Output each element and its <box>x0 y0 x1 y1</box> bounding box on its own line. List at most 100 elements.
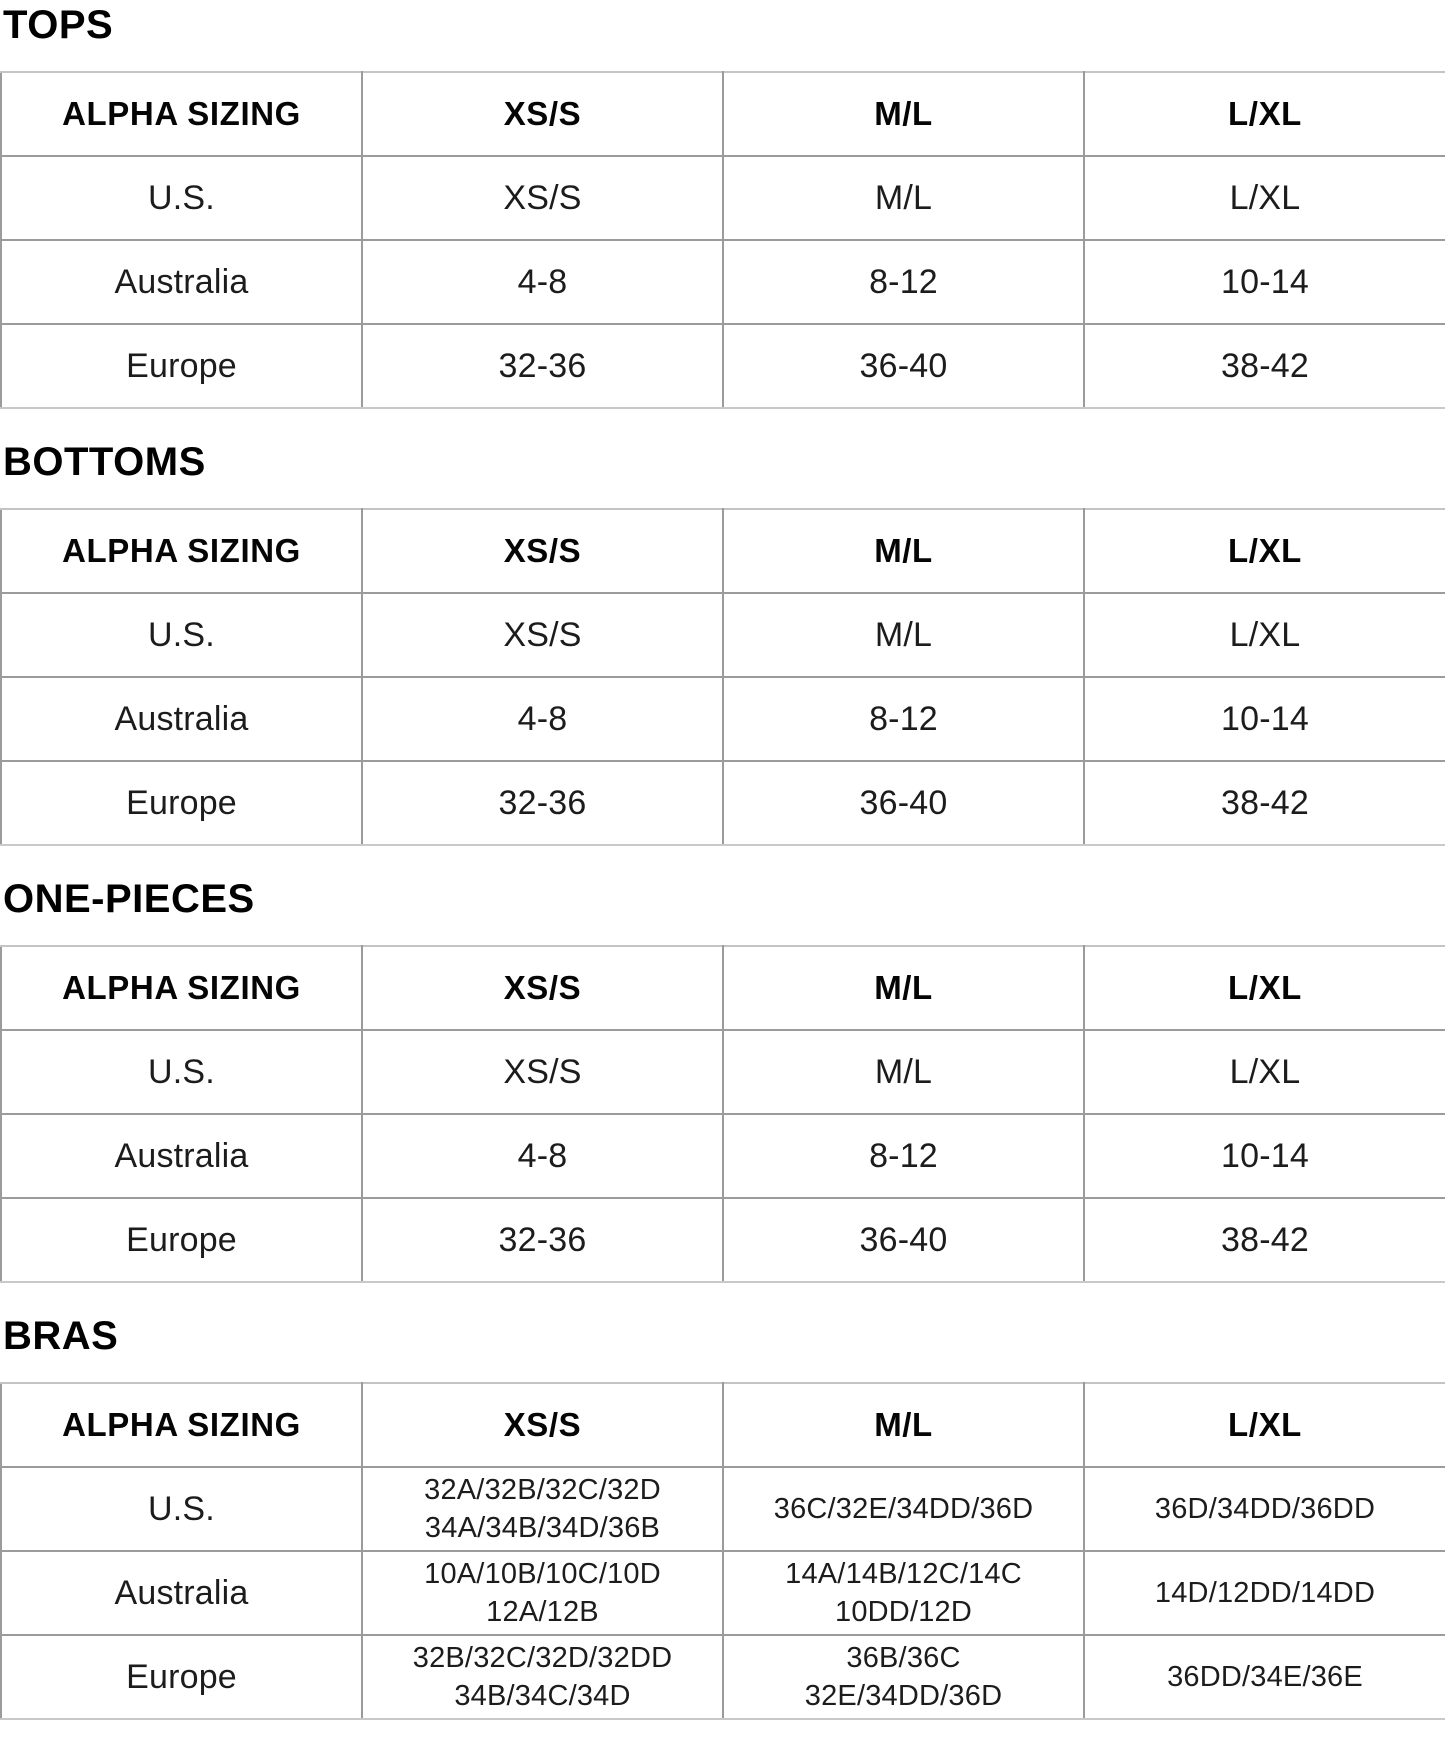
table-row: Europe 32B/32C/32D/32DD 34B/34C/34D 36B/36C… <box>0 1634 1445 1720</box>
size-cell: L/XL <box>1083 592 1445 678</box>
size-value: 34B/34C/34D <box>454 1680 631 1712</box>
size-value: 38-42 <box>1221 346 1309 385</box>
size-cell: L/XL <box>1083 1029 1445 1115</box>
column-header: XS/S <box>361 1382 724 1468</box>
row-label: U.S. <box>0 592 363 678</box>
size-value: 10-14 <box>1221 262 1309 301</box>
size-value: 32-36 <box>498 1220 587 1259</box>
size-cell: 32-36 <box>361 760 724 846</box>
size-cell: 4-8 <box>361 239 724 325</box>
size-cell: 36D/34DD/36DD <box>1083 1466 1445 1552</box>
section-bras: BRAS ALPHA SIZING XS/S M/L L/XL U.S. 32A/32B/3… <box>0 1313 1445 1720</box>
size-cell: M/L <box>722 592 1085 678</box>
size-value: 32B/32C/32D/32DD <box>412 1642 673 1674</box>
size-value: XS/S <box>503 1052 582 1091</box>
size-value: 36C/32E/34DD/36D <box>773 1493 1034 1525</box>
size-cell: 36DD/34E/36E <box>1083 1634 1445 1720</box>
table-row: Europe 32-36 36-40 38-42 <box>0 323 1445 409</box>
size-value: L/XL <box>1229 615 1301 654</box>
column-header: L/XL <box>1083 508 1445 594</box>
size-cell: 10-14 <box>1083 239 1445 325</box>
size-cell: 38-42 <box>1083 760 1445 846</box>
row-label: Europe <box>0 760 363 846</box>
row-label: Europe <box>0 1197 363 1283</box>
size-value: 12A/12B <box>486 1596 599 1628</box>
size-value: L/XL <box>1229 178 1301 217</box>
size-value: XS/S <box>503 178 582 217</box>
column-header: XS/S <box>361 71 724 157</box>
table-row: Europe 32-36 36-40 38-42 <box>0 1197 1445 1283</box>
size-cell: 32-36 <box>361 1197 724 1283</box>
size-cell: 38-42 <box>1083 1197 1445 1283</box>
size-value: XS/S <box>503 615 582 654</box>
column-header: M/L <box>722 508 1085 594</box>
column-header: M/L <box>722 1382 1085 1468</box>
size-cell: M/L <box>722 1029 1085 1115</box>
size-value: 32-36 <box>498 346 587 385</box>
size-cell: XS/S <box>361 592 724 678</box>
table-row: U.S. XS/S M/L L/XL <box>0 155 1445 241</box>
size-value: 36-40 <box>859 783 948 822</box>
header-row: ALPHA SIZING XS/S M/L L/XL <box>0 71 1445 157</box>
size-cell: 10-14 <box>1083 1113 1445 1199</box>
size-value: M/L <box>874 1052 933 1091</box>
size-value: 4-8 <box>517 699 568 738</box>
column-header: L/XL <box>1083 71 1445 157</box>
size-value: 4-8 <box>517 262 568 301</box>
column-header-alpha-sizing: ALPHA SIZING <box>0 71 363 157</box>
size-table-tops: ALPHA SIZING XS/S M/L L/XL U.S. XS/S M/L L/XL Au… <box>0 71 1445 409</box>
table-row: Australia 4-8 8-12 10-14 <box>0 239 1445 325</box>
size-value: 36DD/34E/36E <box>1167 1661 1363 1693</box>
size-cell: 36B/36C 32E/34DD/36D <box>722 1634 1085 1720</box>
row-label: U.S. <box>0 155 363 241</box>
section-tops: TOPS ALPHA SIZING XS/S M/L L/XL U.S. XS/S M/L L/… <box>0 2 1445 409</box>
size-cell: 14D/12DD/14DD <box>1083 1550 1445 1636</box>
size-value: 8-12 <box>869 262 938 301</box>
size-table-bottoms: ALPHA SIZING XS/S M/L L/XL U.S. XS/S M/L L/XL Au… <box>0 508 1445 846</box>
row-label: Australia <box>0 1113 363 1199</box>
size-value: 14D/12DD/14DD <box>1154 1577 1376 1609</box>
size-cell: L/XL <box>1083 155 1445 241</box>
column-header: L/XL <box>1083 1382 1445 1468</box>
column-header: XS/S <box>361 945 724 1031</box>
table-row: Australia 4-8 8-12 10-14 <box>0 676 1445 762</box>
column-header: M/L <box>722 71 1085 157</box>
size-cell: XS/S <box>361 155 724 241</box>
size-value: 38-42 <box>1221 783 1309 822</box>
table-row: Australia 10A/10B/10C/10D 12A/12B 14A/14B/1… <box>0 1550 1445 1636</box>
table-row: U.S. XS/S M/L L/XL <box>0 1029 1445 1115</box>
size-value: 14A/14B/12C/14C <box>785 1558 1022 1590</box>
row-label: U.S. <box>0 1466 363 1552</box>
size-cell: 32B/32C/32D/32DD 34B/34C/34D <box>361 1634 724 1720</box>
size-value: 36D/34DD/36DD <box>1154 1493 1376 1525</box>
size-cell: XS/S <box>361 1029 724 1115</box>
header-row: ALPHA SIZING XS/S M/L L/XL <box>0 508 1445 594</box>
row-label: Australia <box>0 239 363 325</box>
size-cell: 8-12 <box>722 1113 1085 1199</box>
size-cell: 38-42 <box>1083 323 1445 409</box>
table-row: U.S. XS/S M/L L/XL <box>0 592 1445 678</box>
table-row: U.S. 32A/32B/32C/32D 34A/34B/34D/36B 36C/32… <box>0 1466 1445 1552</box>
size-cell: 36-40 <box>722 1197 1085 1283</box>
size-cell: 32A/32B/32C/32D 34A/34B/34D/36B <box>361 1466 724 1552</box>
size-value: 10A/10B/10C/10D <box>424 1558 661 1590</box>
size-value: M/L <box>874 178 933 217</box>
header-row: ALPHA SIZING XS/S M/L L/XL <box>0 945 1445 1031</box>
size-value: L/XL <box>1229 1052 1301 1091</box>
size-value: 32E/34DD/36D <box>804 1680 1003 1712</box>
section-title-one-pieces: ONE-PIECES <box>3 877 255 921</box>
size-cell: 4-8 <box>361 1113 724 1199</box>
column-header-alpha-sizing: ALPHA SIZING <box>0 508 363 594</box>
row-label: Europe <box>0 1634 363 1720</box>
column-header-alpha-sizing: ALPHA SIZING <box>0 1382 363 1468</box>
size-value: M/L <box>874 615 933 654</box>
size-value: 34A/34B/34D/36B <box>424 1512 661 1544</box>
column-header: L/XL <box>1083 945 1445 1031</box>
size-value: 32A/32B/32C/32D <box>424 1474 661 1506</box>
size-value: 10-14 <box>1221 699 1309 738</box>
size-value: 10DD/12D <box>835 1596 972 1628</box>
size-cell: 14A/14B/12C/14C 10DD/12D <box>722 1550 1085 1636</box>
row-label: U.S. <box>0 1029 363 1115</box>
size-cell: 36C/32E/34DD/36D <box>722 1466 1085 1552</box>
